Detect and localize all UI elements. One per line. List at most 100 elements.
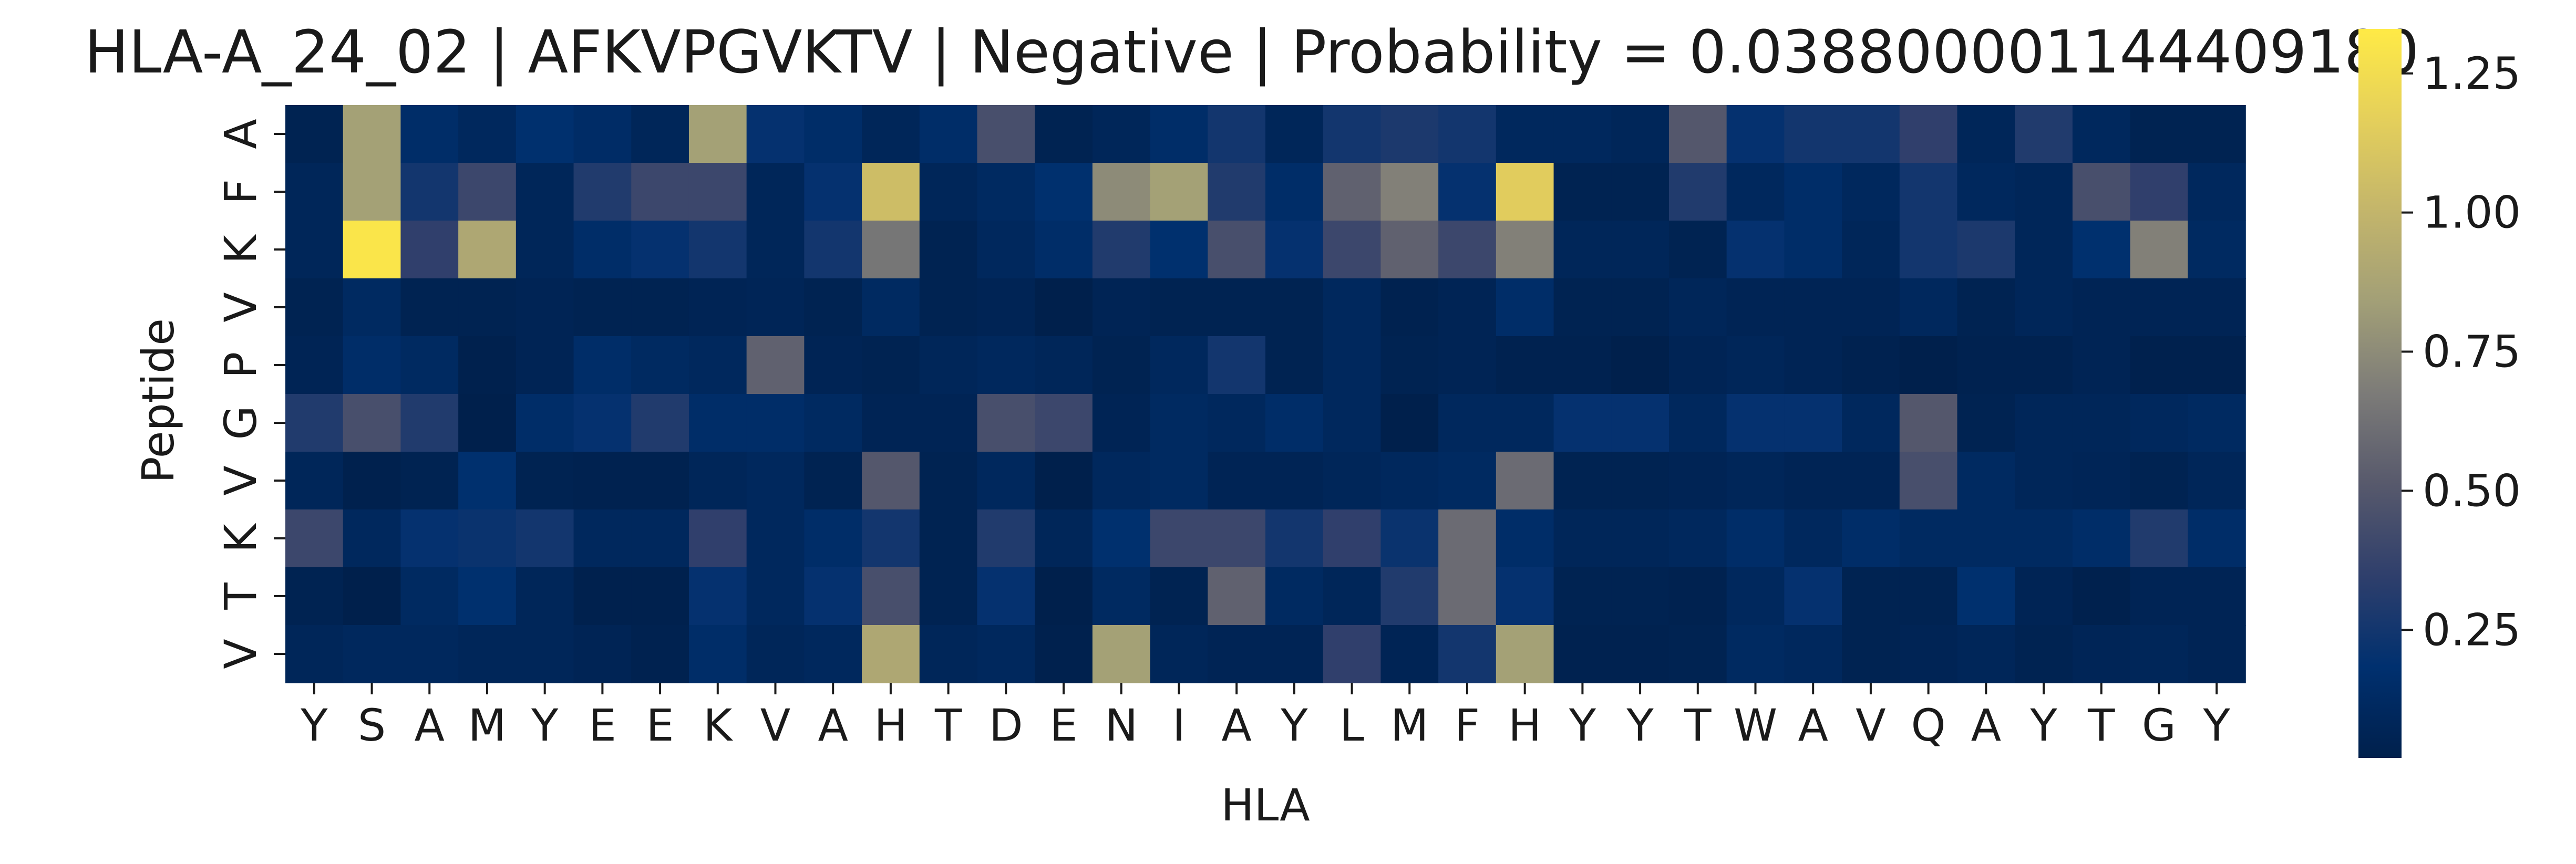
- heatmap-cell: [1380, 105, 1439, 163]
- heatmap-cell: [1784, 163, 1842, 221]
- heatmap-cell: [688, 394, 747, 452]
- heatmap-cell: [285, 278, 344, 337]
- heatmap-cell: [1668, 452, 1727, 510]
- heatmap-cell: [2130, 336, 2189, 394]
- heatmap-cell: [746, 509, 805, 568]
- heatmap-cell: [1668, 394, 1727, 452]
- heatmap-cell: [285, 567, 344, 626]
- heatmap-cell: [573, 452, 632, 510]
- heatmap-cell: [285, 452, 344, 510]
- x-tick-label: Y: [1280, 700, 1308, 751]
- heatmap-cell: [1957, 567, 2015, 626]
- heatmap-cell: [1323, 278, 1382, 337]
- heatmap-cell: [1842, 163, 1900, 221]
- heatmap-cell: [977, 452, 1035, 510]
- heatmap-cell: [573, 394, 632, 452]
- heatmap-cell: [1611, 452, 1670, 510]
- heatmap-cell: [1553, 105, 1612, 163]
- heatmap-cell: [1957, 163, 2015, 221]
- heatmap-cell: [2130, 452, 2189, 510]
- colorbar-tick-label: 1.25: [2423, 48, 2521, 99]
- heatmap-cell: [862, 394, 920, 452]
- heatmap-cell: [688, 105, 747, 163]
- x-tick-label: M: [1390, 700, 1428, 751]
- heatmap-cell: [1380, 567, 1439, 626]
- heatmap-cell: [458, 625, 517, 683]
- heatmap-cell: [746, 567, 805, 626]
- colorbar: [2358, 29, 2402, 758]
- heatmap-cell: [1957, 394, 2015, 452]
- chart-title: HLA-A_24_02 | AFKVPGVKTV | Negative | Pr…: [85, 18, 2419, 87]
- heatmap-cell: [1035, 452, 1093, 510]
- heatmap-cell: [573, 278, 632, 337]
- x-tick-label: Y: [1626, 700, 1654, 751]
- heatmap-cell: [458, 221, 517, 279]
- heatmap-cell: [573, 221, 632, 279]
- heatmap-cell: [1668, 163, 1727, 221]
- heatmap-cell: [1496, 163, 1554, 221]
- heatmap-cell: [1899, 509, 1958, 568]
- heatmap-cell: [1553, 394, 1612, 452]
- heatmap-cell: [2188, 336, 2246, 394]
- heatmap-cell: [1208, 509, 1266, 568]
- heatmap-cell: [1438, 625, 1497, 683]
- heatmap-cell: [1726, 336, 1785, 394]
- heatmap-cell: [862, 567, 920, 626]
- heatmap-cell: [285, 509, 344, 568]
- heatmap-cell: [1611, 163, 1670, 221]
- heatmap-cell: [1265, 163, 1324, 221]
- heatmap-cell: [343, 163, 401, 221]
- heatmap-cell: [1035, 509, 1093, 568]
- y-tick-label: G: [215, 405, 266, 440]
- heatmap-cell: [1957, 221, 2015, 279]
- heatmap-cell: [919, 278, 978, 337]
- heatmap-cell: [688, 567, 747, 626]
- heatmap-cell: [688, 221, 747, 279]
- heatmap-cell: [1726, 278, 1785, 337]
- heatmap-cell: [862, 509, 920, 568]
- heatmap-cell: [2188, 567, 2246, 626]
- colorbar-ticks: 0.25 0.50 0.75 1.00 1.25: [2402, 48, 2521, 655]
- heatmap-cell: [2015, 278, 2073, 337]
- x-tick-label: Y: [2029, 700, 2057, 751]
- heatmap-cell: [919, 625, 978, 683]
- x-tick-label: A: [1971, 700, 2001, 751]
- x-tick-label: K: [703, 700, 733, 751]
- heatmap-cell: [2072, 394, 2131, 452]
- heatmap-cell: [2072, 336, 2131, 394]
- heatmap-cell: [1611, 336, 1670, 394]
- y-tick-label: K: [215, 523, 266, 553]
- heatmap-cell: [1323, 221, 1382, 279]
- y-axis-label: Peptide: [132, 318, 184, 483]
- heatmap-cell: [1842, 452, 1900, 510]
- heatmap-cell: [400, 105, 459, 163]
- heatmap-cell: [2130, 567, 2189, 626]
- heatmap-cell: [631, 394, 689, 452]
- heatmap-cell: [1150, 452, 1209, 510]
- heatmap-cell: [746, 452, 805, 510]
- heatmap-cell: [919, 105, 978, 163]
- heatmap-cell: [746, 221, 805, 279]
- heatmap-cell: [804, 163, 862, 221]
- heatmap-cell: [1380, 278, 1439, 337]
- heatmap-cell: [458, 567, 517, 626]
- heatmap-cell: [1035, 105, 1093, 163]
- heatmap-cell: [977, 105, 1035, 163]
- heatmap-cell: [1496, 221, 1554, 279]
- heatmap-cell: [1150, 163, 1209, 221]
- heatmap-cell: [1553, 452, 1612, 510]
- heatmap-cell: [1957, 625, 2015, 683]
- heatmap-cell: [1265, 221, 1324, 279]
- heatmap-cell: [1035, 221, 1093, 279]
- heatmap-cell: [343, 221, 401, 279]
- heatmap-cell: [343, 509, 401, 568]
- heatmap-cell: [573, 625, 632, 683]
- heatmap-cell: [862, 336, 920, 394]
- heatmap-cell: [1784, 221, 1842, 279]
- heatmap-cell: [1265, 625, 1324, 683]
- heatmap-cell: [1496, 625, 1554, 683]
- heatmap-cell: [1092, 336, 1151, 394]
- heatmap-cell: [862, 105, 920, 163]
- heatmap-cell: [862, 625, 920, 683]
